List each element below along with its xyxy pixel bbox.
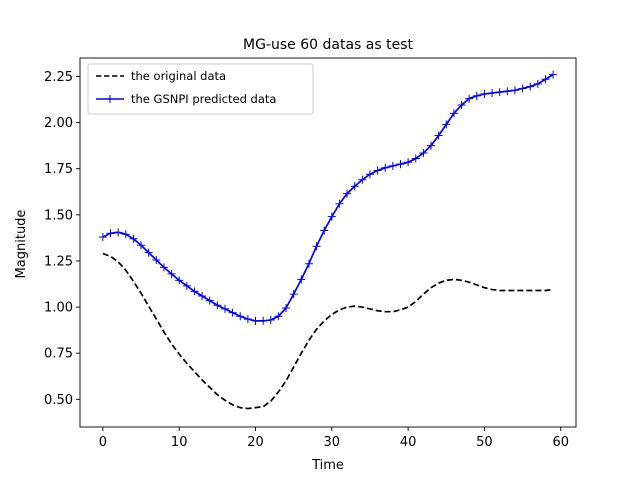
x-tick-label: 0 bbox=[99, 435, 107, 450]
data-point-marker bbox=[297, 275, 306, 284]
x-tick-label: 60 bbox=[552, 435, 569, 450]
data-point-marker bbox=[282, 303, 291, 312]
data-point-marker bbox=[411, 154, 420, 163]
y-tick-label: 1.75 bbox=[44, 162, 73, 177]
data-point-marker bbox=[510, 86, 519, 95]
data-point-marker bbox=[335, 199, 344, 208]
data-point-marker bbox=[312, 242, 321, 251]
data-point-marker bbox=[228, 308, 237, 317]
data-point-marker bbox=[396, 160, 405, 169]
plot-frame bbox=[79, 57, 577, 428]
data-point-marker bbox=[434, 131, 443, 140]
data-point-marker bbox=[175, 276, 184, 285]
y-tick-label: 2.00 bbox=[44, 116, 73, 131]
data-point-marker bbox=[480, 89, 489, 98]
data-point-marker bbox=[465, 94, 474, 103]
data-point-marker bbox=[358, 175, 367, 184]
data-point-marker bbox=[457, 101, 466, 110]
data-point-marker bbox=[541, 75, 550, 84]
y-tick-label: 1.25 bbox=[44, 254, 73, 269]
data-point-marker bbox=[488, 89, 497, 98]
data-point-marker bbox=[373, 166, 382, 175]
data-point-marker bbox=[304, 259, 313, 268]
data-point-marker bbox=[182, 281, 191, 290]
data-point-marker bbox=[190, 287, 199, 296]
data-point-marker bbox=[419, 149, 428, 158]
data-point-marker bbox=[533, 79, 542, 88]
data-point-marker bbox=[427, 141, 436, 150]
data-point-marker bbox=[404, 158, 413, 167]
data-point-marker bbox=[137, 241, 146, 250]
data-point-marker bbox=[327, 212, 336, 221]
data-point-marker bbox=[320, 226, 329, 235]
data-point-marker bbox=[449, 109, 458, 118]
y-tick-label: 0.75 bbox=[44, 347, 73, 362]
data-point-marker bbox=[114, 228, 123, 237]
x-tick-label: 30 bbox=[324, 435, 341, 450]
data-point-marker bbox=[106, 229, 115, 238]
chart-title: MG-use 60 datas as test bbox=[243, 37, 413, 53]
y-tick-label: 1.00 bbox=[44, 301, 73, 316]
data-point-marker bbox=[121, 230, 130, 239]
legend: the original data the GSNPI predicted da… bbox=[87, 63, 314, 115]
data-point-marker bbox=[98, 232, 107, 241]
data-point-marker bbox=[266, 315, 275, 324]
plot-markers bbox=[98, 70, 558, 325]
data-point-marker bbox=[152, 256, 161, 265]
data-point-marker bbox=[167, 269, 176, 278]
legend-label-original: the original data bbox=[131, 69, 226, 83]
legend-box bbox=[87, 63, 314, 115]
x-axis-title: Time bbox=[311, 458, 344, 473]
data-point-marker bbox=[381, 163, 390, 172]
y-tick-label: 1.50 bbox=[44, 208, 73, 223]
x-tick-label: 40 bbox=[400, 435, 417, 450]
data-point-marker bbox=[220, 304, 229, 313]
data-point-marker bbox=[251, 316, 260, 325]
data-point-marker bbox=[205, 296, 214, 305]
data-point-marker bbox=[495, 88, 504, 97]
x-axis: 0 10 20 30 40 50 60 bbox=[99, 427, 569, 450]
legend-marker-predicted bbox=[106, 95, 114, 103]
y-axis-title: Magnitude bbox=[14, 210, 29, 279]
data-point-marker bbox=[526, 82, 535, 91]
data-point-marker bbox=[365, 170, 374, 179]
data-point-marker bbox=[243, 315, 252, 324]
data-point-marker bbox=[442, 120, 451, 129]
legend-label-predicted: the GSNPI predicted data bbox=[131, 92, 276, 106]
data-point-marker bbox=[144, 248, 153, 257]
data-point-marker bbox=[518, 84, 527, 93]
data-point-marker bbox=[503, 87, 512, 96]
data-point-marker bbox=[259, 316, 268, 325]
x-tick-label: 50 bbox=[476, 435, 493, 450]
data-point-marker bbox=[274, 312, 283, 321]
data-point-marker bbox=[198, 292, 207, 301]
x-tick-label: 20 bbox=[247, 435, 264, 450]
data-point-marker bbox=[350, 182, 359, 191]
data-point-marker bbox=[343, 189, 352, 198]
data-point-marker bbox=[213, 301, 222, 310]
series-line-original bbox=[102, 252, 554, 410]
y-tick-label: 0.50 bbox=[44, 393, 73, 408]
data-point-marker bbox=[236, 312, 245, 321]
y-tick-label: 2.25 bbox=[44, 70, 73, 85]
y-axis: 0.50 0.75 1.00 1.25 1.50 1.75 2.00 2.25 bbox=[44, 70, 80, 408]
data-point-marker bbox=[129, 234, 138, 243]
x-tick-label: 10 bbox=[171, 435, 188, 450]
data-point-marker bbox=[388, 161, 397, 170]
data-point-marker bbox=[549, 70, 558, 79]
data-point-marker bbox=[472, 91, 481, 100]
data-point-marker bbox=[289, 290, 298, 299]
data-point-marker bbox=[159, 263, 168, 272]
